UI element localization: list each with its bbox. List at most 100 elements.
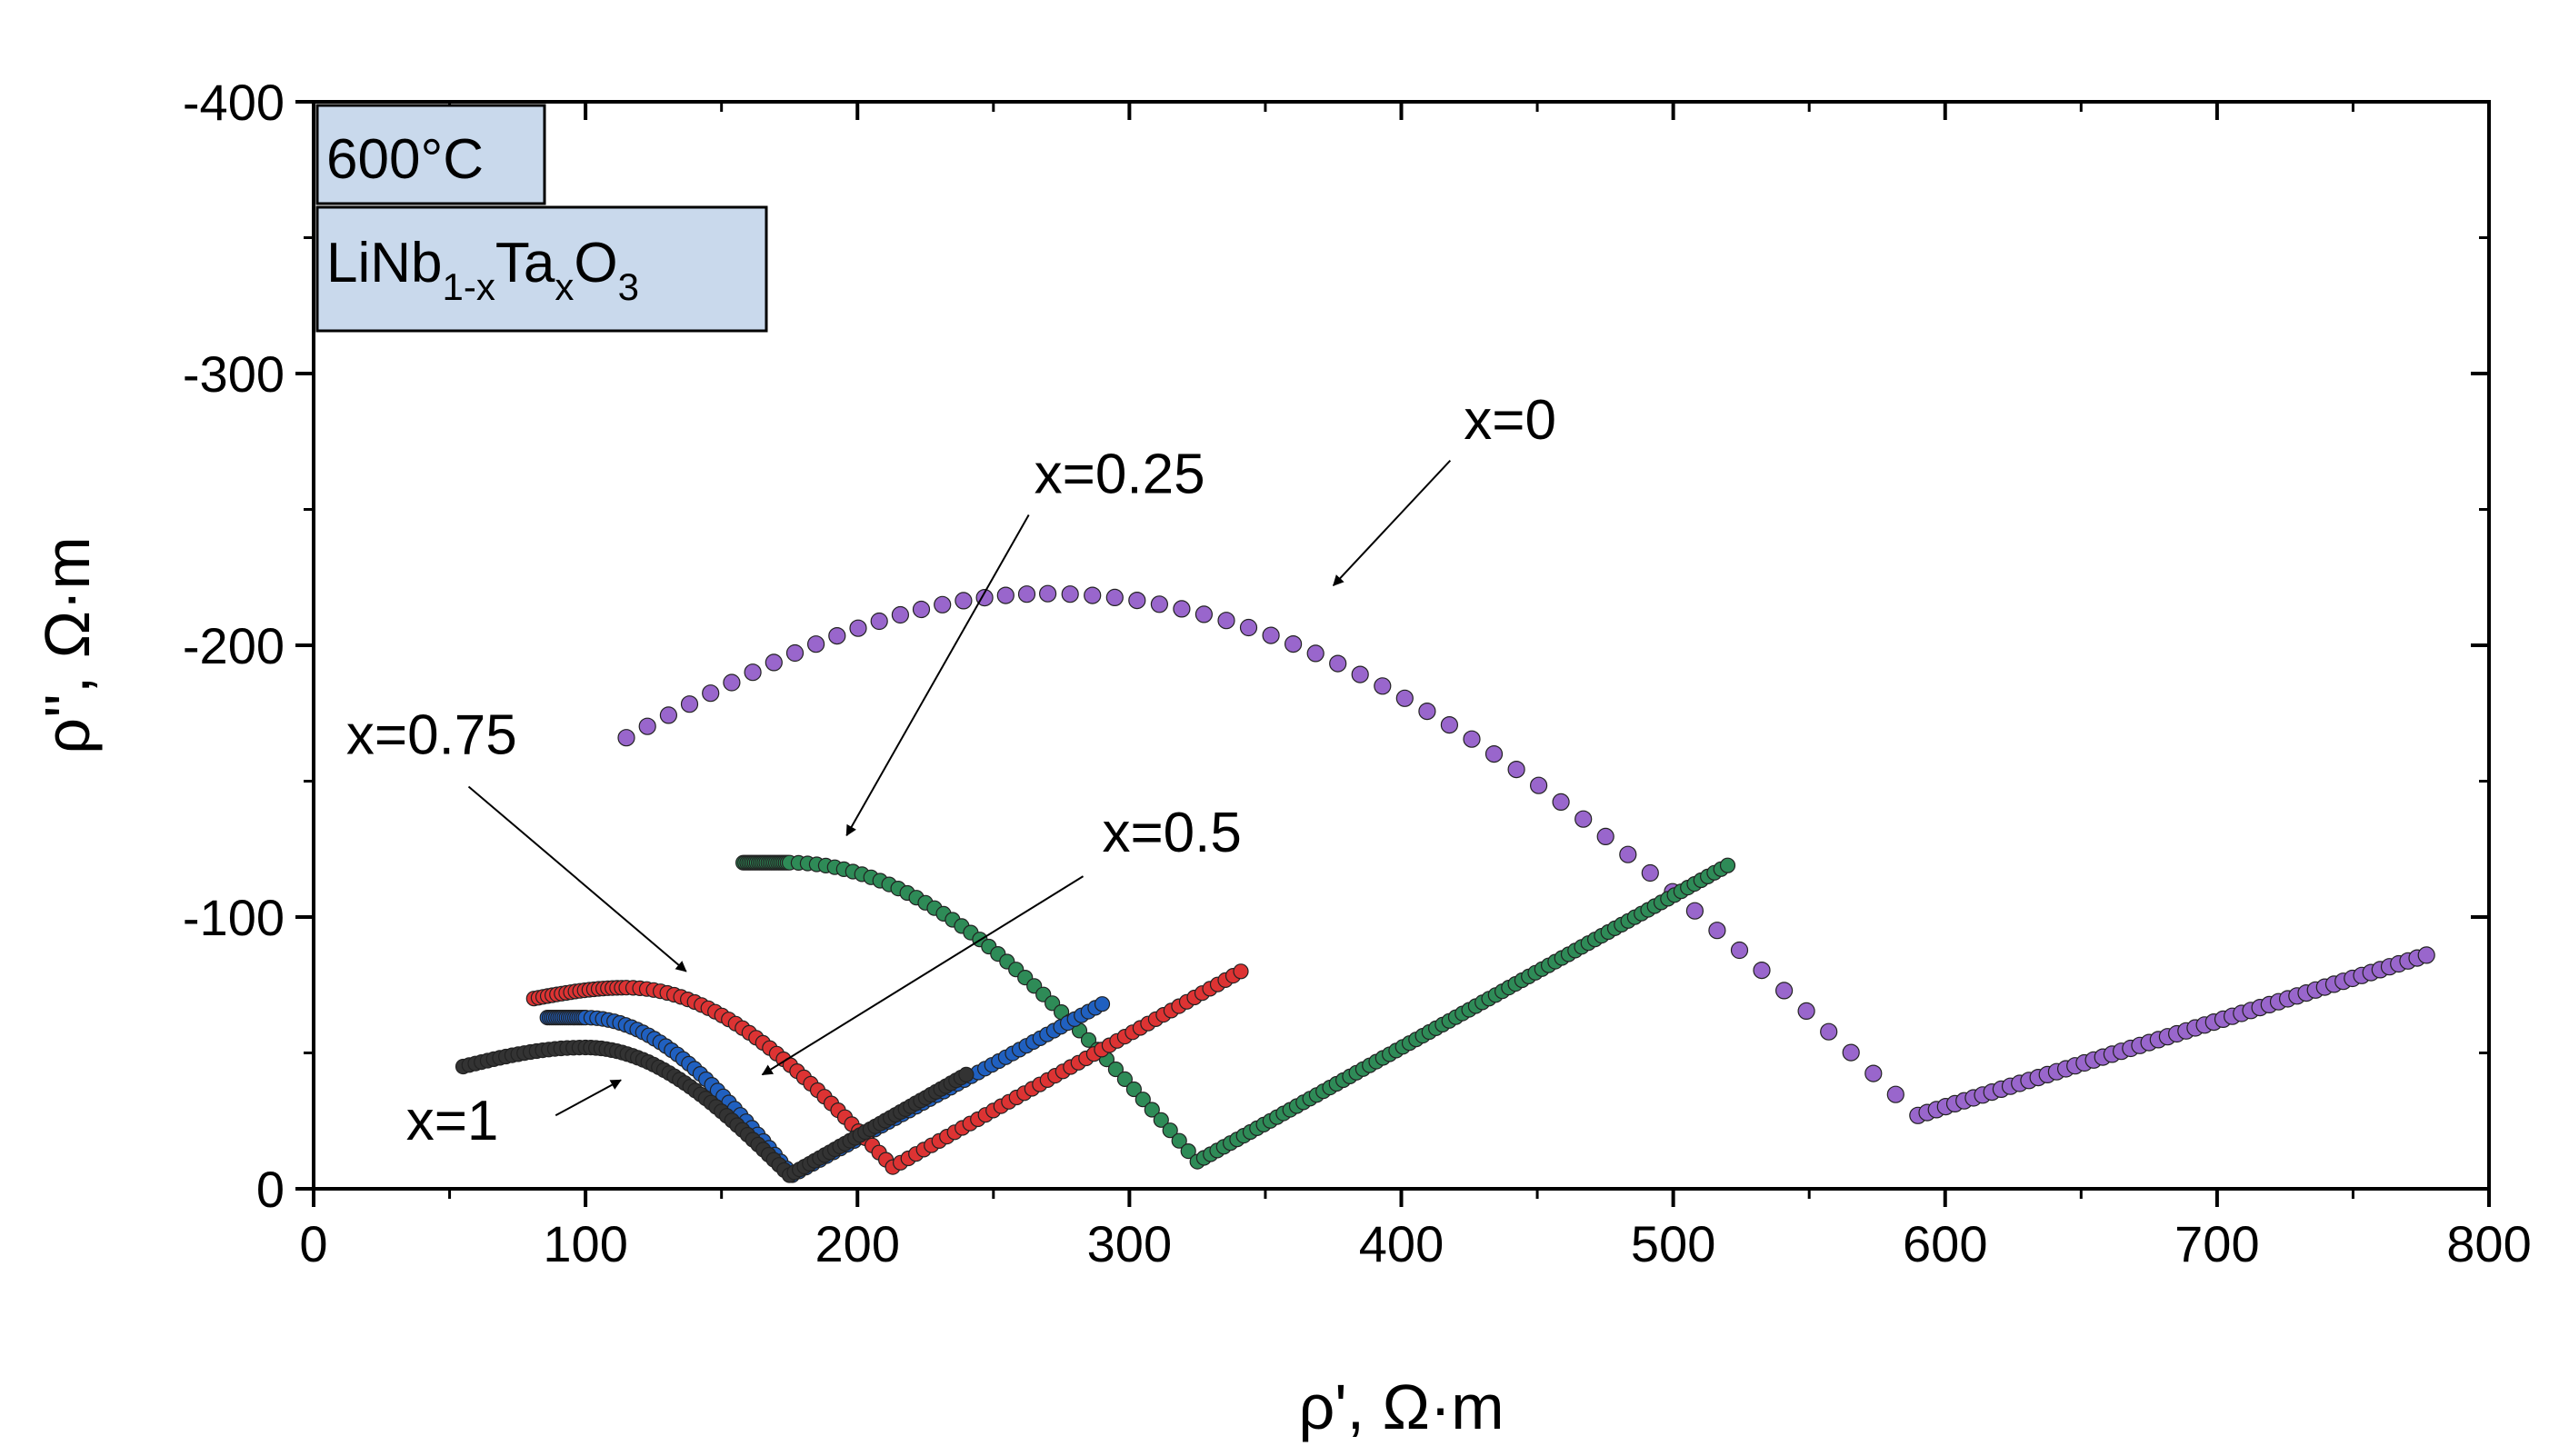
data-point (1797, 1002, 1815, 1021)
y-axis-label: ρ'', Ω·m (32, 536, 103, 753)
data-point (1418, 702, 1436, 721)
data-point (1195, 605, 1214, 623)
data-point (1529, 776, 1548, 794)
data-point (1552, 793, 1570, 812)
annotation-layer: x=0 x=0.25 x=0.5 x=0.75 x=1 (346, 389, 1556, 1152)
data-point (806, 635, 825, 653)
series-x-0-75 (525, 963, 1249, 1175)
data-point (891, 605, 910, 624)
data-point (849, 619, 867, 637)
data-point (955, 592, 973, 610)
data-point (1094, 996, 1111, 1012)
data-point (638, 717, 656, 735)
data-point (1730, 941, 1749, 960)
series-x-1 (455, 1039, 975, 1183)
x-tick-label: 700 (2174, 1215, 2259, 1272)
data-point (1262, 626, 1280, 644)
data-point (723, 673, 741, 692)
data-point (1719, 857, 1736, 873)
data-point (1284, 634, 1303, 653)
y-tick-label: -100 (183, 889, 285, 946)
data-point (1128, 591, 1146, 610)
data-point (996, 586, 1015, 604)
annotation-label: x=0 (1464, 389, 1556, 452)
series-x-0-25 (735, 854, 1736, 1170)
data-point (659, 706, 678, 724)
x-tick-label: 400 (1359, 1215, 1444, 1272)
data-point (1116, 1071, 1134, 1088)
data-point (1105, 588, 1124, 607)
data-point (1329, 654, 1347, 673)
material-formula: LiNb1-xTaxO3 (326, 232, 639, 308)
data-point (1233, 963, 1249, 980)
data-point (1619, 845, 1637, 863)
data-point (617, 729, 635, 747)
data-point (975, 588, 994, 607)
y-tick-label: 0 (256, 1161, 285, 1218)
data-point (1107, 1061, 1125, 1078)
data-point (2417, 946, 2435, 964)
x-tick-label: 100 (543, 1215, 627, 1272)
temperature-box (315, 104, 546, 205)
series-x-0 (617, 584, 2435, 1124)
data-point (1440, 715, 1459, 734)
data-point (958, 1066, 975, 1083)
annotation-arrow (467, 785, 687, 972)
annotation-arrow (555, 1079, 622, 1117)
data-point (702, 684, 720, 703)
data-point (1753, 961, 1771, 980)
data-point (1150, 595, 1169, 613)
data-point (1596, 827, 1614, 846)
material-box (315, 205, 768, 333)
axes-layer: 0 100 200 300 400 500 600 700 800 0 -100 -200 -300 -4… (32, 74, 2532, 1442)
x-tick-label: 300 (1087, 1215, 1172, 1272)
data-point (1125, 1081, 1143, 1098)
data-point (1217, 612, 1235, 630)
data-point (1153, 1112, 1169, 1128)
annotation-label: x=1 (406, 1090, 499, 1152)
x-tick-label: 800 (2446, 1215, 2531, 1272)
data-point (1144, 1102, 1160, 1118)
data-point (1135, 1092, 1151, 1108)
inset-layer: 600°C LiNb1-xTaxO3 (315, 104, 768, 333)
data-point (1864, 1064, 1883, 1082)
x-axis-label: ρ', Ω·m (1298, 1371, 1504, 1442)
data-point (1820, 1022, 1838, 1041)
data-point (1173, 600, 1191, 618)
data-point (1395, 689, 1414, 707)
series-x-0-5 (539, 996, 1111, 1183)
data-point (765, 653, 783, 672)
data-point (1708, 922, 1726, 940)
temperature-label: 600°C (326, 128, 484, 191)
data-point (1507, 760, 1525, 779)
data-point (934, 595, 952, 613)
data-point (1306, 644, 1324, 663)
x-tick-label: 600 (1903, 1215, 1987, 1272)
annotation-label: x=0.25 (1035, 444, 1205, 506)
data-point (1886, 1085, 1904, 1103)
data-point (1685, 902, 1704, 920)
data-point (1842, 1043, 1860, 1062)
data-point (1463, 730, 1481, 748)
data-point (828, 626, 846, 645)
x-tick-label: 200 (815, 1215, 900, 1272)
x-tick-label: 500 (1631, 1215, 1715, 1272)
annotation-label: x=0.75 (346, 704, 517, 767)
data-point (1374, 677, 1392, 695)
data-point (1084, 586, 1102, 604)
annotation-arrow (1332, 459, 1452, 586)
data-point (1171, 1132, 1187, 1149)
data-point (680, 695, 699, 713)
data-point (1774, 982, 1794, 1000)
y-tick-label: -200 (183, 617, 285, 674)
data-point (1017, 585, 1036, 603)
data-point (1061, 585, 1079, 603)
data-point (912, 600, 931, 619)
annotation-arrow (845, 514, 1030, 837)
y-tick-label: -300 (183, 345, 285, 403)
data-point (1484, 744, 1504, 763)
y-tick-label: -400 (183, 74, 285, 131)
annotation-arrow (761, 875, 1085, 1076)
